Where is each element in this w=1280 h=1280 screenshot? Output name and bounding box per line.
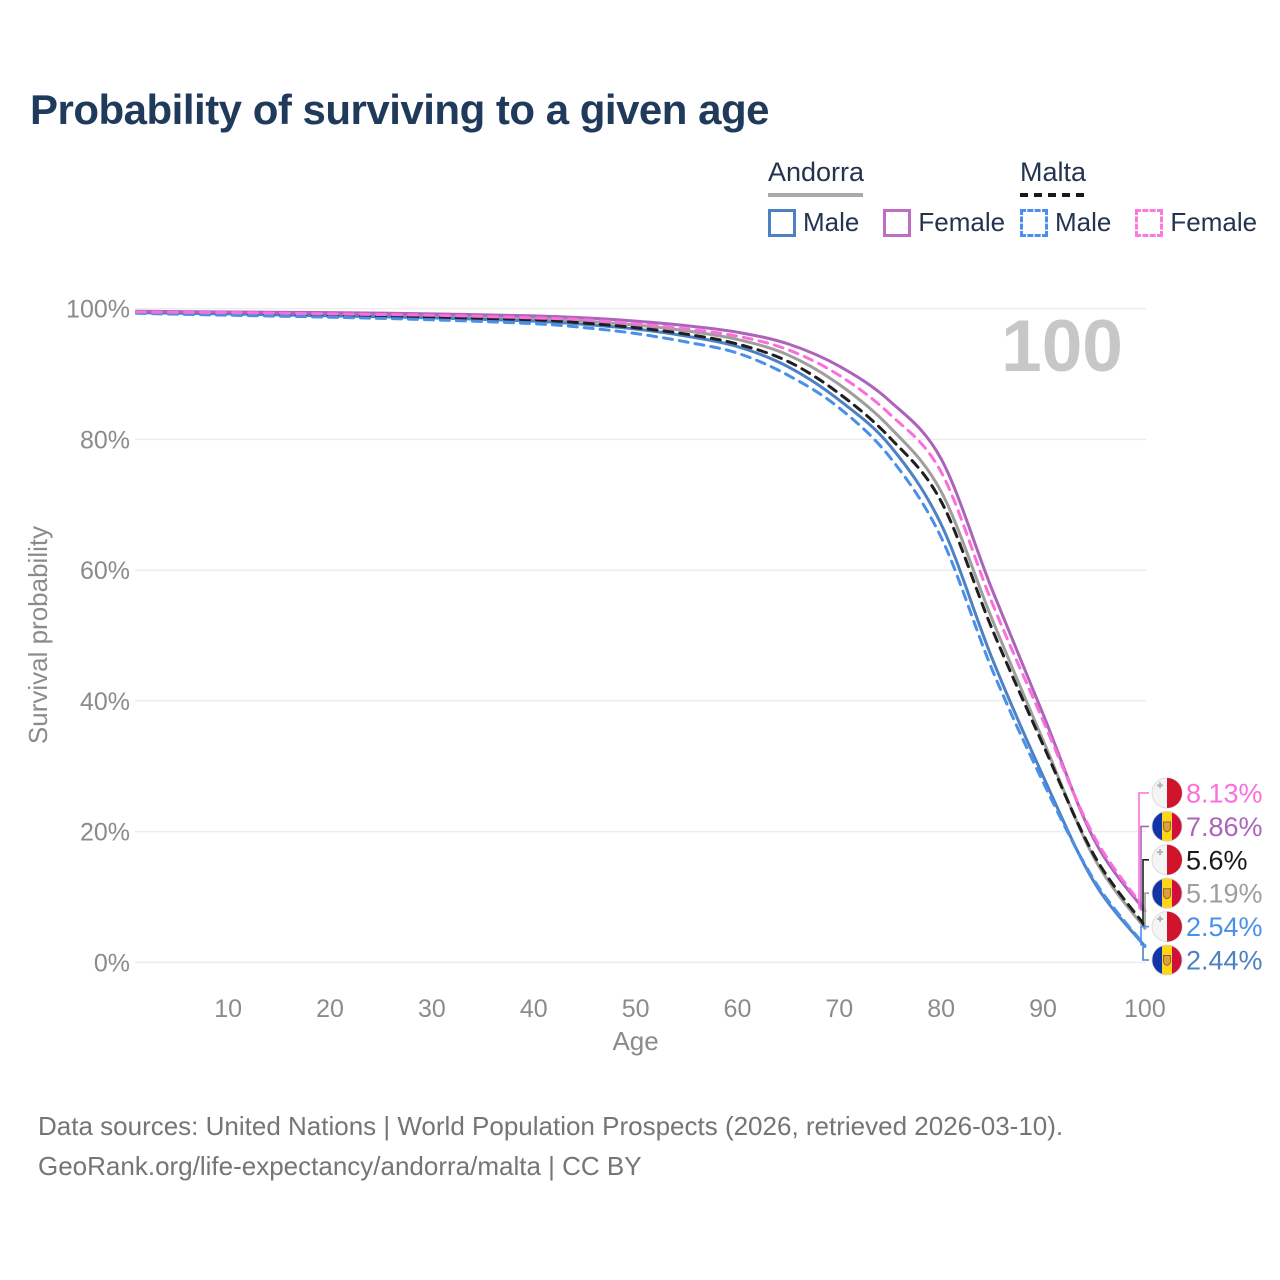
y-tick-label: 100% — [66, 296, 130, 324]
legend-label-malta: Malta — [1020, 157, 1087, 187]
legend-header-malta[interactable]: Malta — [1020, 157, 1257, 197]
end-label-value: 7.86% — [1186, 812, 1263, 842]
legend-item-andorra-male[interactable]: Male — [768, 207, 859, 238]
x-axis-title: Age — [612, 1026, 658, 1056]
end-label-andorra-male: 2.44% — [1142, 944, 1263, 976]
end-label-value: 2.54% — [1186, 912, 1263, 942]
y-tick-label: 0% — [94, 949, 130, 977]
series-line-andorra-male[interactable] — [135, 311, 1147, 948]
malta-female-swatch-icon — [1135, 208, 1164, 237]
end-label-connector — [1144, 892, 1149, 929]
series-line-malta-female[interactable] — [135, 310, 1147, 911]
end-label-andorra-female: 7.86% — [1140, 811, 1263, 911]
series-line-malta-both-sexes[interactable] — [135, 311, 1147, 928]
legend-item-label: Female — [1170, 207, 1258, 237]
end-label-value: 5.19% — [1186, 879, 1263, 909]
malta-line-swatch — [1020, 193, 1086, 197]
end-label-connector — [1138, 792, 1149, 910]
x-tick-label: 70 — [825, 995, 853, 1023]
x-tick-label: 30 — [418, 995, 446, 1023]
footer-line-2: GeoRank.org/life-expectancy/andorra/malt… — [38, 1151, 642, 1181]
y-tick-label: 40% — [80, 688, 130, 716]
x-tick-label: 10 — [214, 995, 242, 1023]
legend-item-andorra-female[interactable]: Female — [883, 207, 1005, 238]
series-line-andorra-female[interactable] — [135, 309, 1147, 913]
x-tick-label: 20 — [316, 995, 344, 1023]
x-tick-label: 90 — [1029, 995, 1057, 1023]
andorra-flag-icon — [1151, 811, 1183, 842]
andorra-female-swatch-icon — [883, 208, 912, 237]
legend-header-andorra[interactable]: Andorra — [768, 157, 1005, 197]
y-axis-title: Survival probability — [23, 526, 53, 744]
legend-item-malta-male[interactable]: Male — [1020, 207, 1111, 238]
y-tick-label: 80% — [80, 426, 130, 454]
x-tick-label: 80 — [927, 995, 955, 1023]
x-tick-label: 60 — [724, 995, 752, 1023]
legend-item-label: Female — [918, 207, 1006, 237]
andorra-line-swatch — [768, 193, 863, 197]
end-label-malta-female: 8.13% — [1138, 777, 1263, 910]
andorra-flag-icon — [1151, 877, 1183, 909]
series-line-malta-male[interactable] — [135, 311, 1147, 948]
y-tick-label: 60% — [80, 557, 130, 585]
legend-group-malta: Malta Male Female — [1020, 157, 1257, 238]
y-tick-label: 20% — [80, 819, 130, 847]
malta-flag-icon — [1151, 911, 1183, 943]
andorra-male-swatch-icon — [768, 208, 796, 237]
end-label-value: 8.13% — [1186, 779, 1263, 809]
end-label-connector — [1142, 946, 1149, 961]
footer-line-1: Data sources: United Nations | World Pop… — [38, 1111, 1064, 1141]
x-tick-label: 100 — [1124, 995, 1166, 1023]
end-label-connector — [1140, 825, 1149, 911]
malta-flag-icon — [1151, 777, 1183, 809]
end-label-malta-male: 2.54% — [1140, 911, 1263, 946]
end-label-malta-both-sexes: 5.6% — [1142, 844, 1248, 926]
malta-flag-icon — [1151, 844, 1183, 876]
legend-label-andorra: Andorra — [768, 157, 865, 187]
series-line-andorra-both-sexes[interactable] — [135, 310, 1147, 930]
legend-item-label: Male — [1055, 207, 1112, 237]
legend-item-label: Male — [803, 207, 860, 237]
page-title: Probability of surviving to a given age — [30, 86, 769, 133]
malta-male-swatch-icon — [1020, 208, 1048, 237]
x-tick-label: 40 — [520, 995, 548, 1023]
end-label-connector — [1140, 925, 1149, 946]
legend-group-andorra: Andorra Male Female — [768, 157, 1005, 238]
data-sources: Data sources: United Nations | World Pop… — [38, 1106, 1063, 1186]
end-label-value: 2.44% — [1186, 946, 1263, 976]
x-tick-label: 50 — [622, 995, 650, 1023]
legend-item-malta-female[interactable]: Female — [1135, 207, 1257, 238]
end-label-value: 5.6% — [1186, 845, 1248, 875]
age-watermark: 100 — [1001, 306, 1123, 387]
andorra-flag-icon — [1151, 944, 1183, 976]
end-label-andorra-both-sexes: 5.19% — [1144, 877, 1263, 929]
end-label-connector — [1142, 859, 1149, 926]
